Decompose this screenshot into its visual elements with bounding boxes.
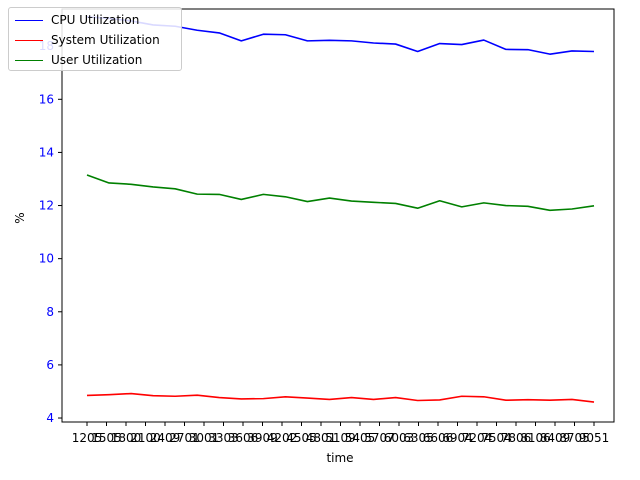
x-tick-label: 1505: [91, 431, 122, 445]
x-tick-label: 8705: [559, 431, 590, 445]
x-tick-label: 1800: [111, 431, 142, 445]
legend-label-cpu: CPU Utilization: [51, 13, 140, 27]
x-tick-label: 6305: [403, 431, 434, 445]
y-tick-label: 4: [46, 411, 54, 425]
y-axis-ticks: 4681012141618: [39, 39, 62, 425]
x-tick-label: 6003: [384, 431, 415, 445]
x-tick-label: 9051: [579, 431, 610, 445]
y-tick-label: 14: [39, 145, 54, 159]
series-layer: [86, 16, 595, 403]
x-tick-label: 2100: [130, 431, 161, 445]
legend-swatch-cpu: [15, 19, 43, 21]
y-axis-label: %: [13, 212, 27, 223]
legend-swatch-system: [15, 39, 43, 41]
y-tick-label: 8: [46, 305, 54, 319]
x-tick-label: 7204: [462, 431, 493, 445]
x-tick-label: 6606: [423, 431, 454, 445]
y-tick-label: 6: [46, 358, 54, 372]
x-tick-label: 3909: [247, 431, 278, 445]
x-tick-label: 2701: [169, 431, 200, 445]
series-line-system: [86, 392, 595, 403]
plot-border: [61, 8, 615, 423]
x-tick-label: 5405: [345, 431, 376, 445]
plot-frame: [61, 8, 615, 423]
y-tick-label: 12: [39, 199, 54, 213]
legend: CPU Utilization System Utilization User …: [8, 7, 182, 71]
x-axis-ticks: 1205150518002100240927013001330336063909…: [72, 422, 610, 445]
legend-item-user: User Utilization: [15, 51, 142, 69]
x-tick-label: 3001: [189, 431, 220, 445]
y-tick-label: 16: [39, 92, 54, 106]
legend-swatch-user: [15, 59, 43, 61]
x-tick-label: 8106: [520, 431, 551, 445]
legend-label-system: System Utilization: [51, 33, 160, 47]
x-tick-label: 4801: [306, 431, 337, 445]
x-tick-label: 3303: [208, 431, 239, 445]
x-tick-label: 6904: [442, 431, 473, 445]
series-line-user: [86, 174, 595, 212]
y-tick-label: 10: [39, 252, 54, 266]
legend-item-system: System Utilization: [15, 31, 160, 49]
x-tick-label: 8409: [540, 431, 571, 445]
x-tick-label: 3606: [228, 431, 259, 445]
x-axis-label: time: [326, 451, 353, 465]
x-tick-label: 1205: [72, 431, 103, 445]
x-tick-label: 4202: [267, 431, 298, 445]
x-tick-label: 2409: [150, 431, 181, 445]
x-tick-label: 5109: [325, 431, 356, 445]
x-tick-label: 7504: [481, 431, 512, 445]
x-tick-label: 4505: [286, 431, 317, 445]
x-tick-label: 7806: [501, 431, 532, 445]
x-tick-label: 5707: [364, 431, 395, 445]
legend-item-cpu: CPU Utilization: [15, 11, 139, 29]
legend-label-user: User Utilization: [51, 53, 143, 67]
